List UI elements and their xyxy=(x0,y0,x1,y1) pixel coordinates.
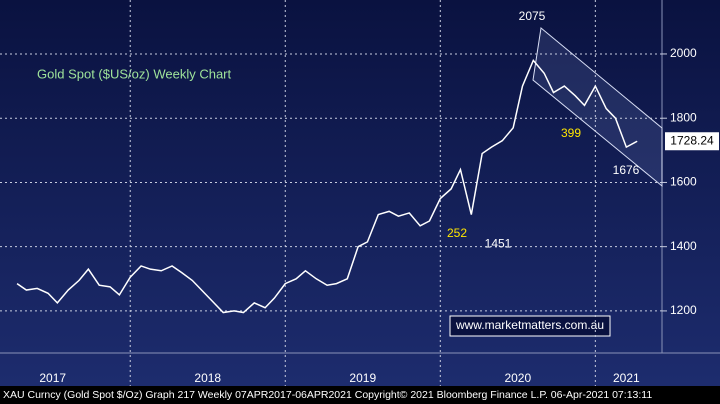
watermark: www.marketmatters.com.au xyxy=(455,318,604,332)
watermark-box xyxy=(449,315,611,337)
y-tick-label: 1800 xyxy=(670,110,697,124)
chart-title: Gold Spot ($US/oz) Weekly Chart xyxy=(37,66,231,81)
x-tick-label: 2019 xyxy=(349,371,376,385)
y-tick-label: 1400 xyxy=(670,239,697,253)
move-annotation: 252 xyxy=(447,226,467,240)
x-tick-label: 2020 xyxy=(504,371,531,385)
y-tick-label: 1600 xyxy=(670,175,697,189)
price-line xyxy=(16,58,638,314)
last-price-tag xyxy=(665,132,719,151)
y-tick-label: 1200 xyxy=(670,303,697,317)
last-price-label: 1728.24 xyxy=(670,133,714,147)
footer: XAU Curncy (Gold Spot $/Oz) Graph 217 We… xyxy=(3,389,652,401)
move-annotation: 399 xyxy=(561,126,581,140)
price-annotation: 1451 xyxy=(485,236,512,250)
x-tick-label: 2017 xyxy=(39,371,66,385)
footer-bar xyxy=(0,386,720,404)
background xyxy=(0,0,720,386)
x-tick-label: 2021 xyxy=(613,371,640,385)
y-tick-label: 2000 xyxy=(670,46,697,60)
price-annotation: 2075 xyxy=(519,9,546,23)
x-tick-label: 2018 xyxy=(194,371,221,385)
price-annotation: 1676 xyxy=(613,163,640,177)
